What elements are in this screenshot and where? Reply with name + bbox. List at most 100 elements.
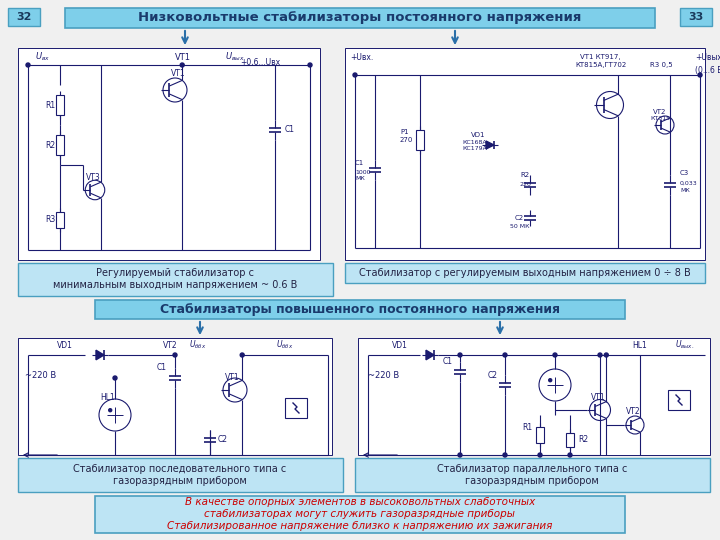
Text: P1: P1 <box>400 129 409 135</box>
Circle shape <box>549 379 552 382</box>
Bar <box>345 48 705 260</box>
Text: МК: МК <box>680 187 690 192</box>
Text: R3: R3 <box>45 215 55 225</box>
Bar <box>355 458 710 492</box>
Text: $U_{вх}$: $U_{вх}$ <box>35 51 50 63</box>
Text: VT3: VT3 <box>86 173 100 183</box>
Text: Стабилизатор последовательного типа с
газоразрядным прибором: Стабилизатор последовательного типа с га… <box>73 464 287 486</box>
Bar <box>8 8 40 26</box>
Bar <box>95 496 625 533</box>
Bar <box>536 427 544 443</box>
Polygon shape <box>426 350 434 360</box>
Text: +Uвых.: +Uвых. <box>695 52 720 62</box>
Text: 220: 220 <box>520 183 532 187</box>
Circle shape <box>26 63 30 67</box>
Text: VT2: VT2 <box>653 109 667 115</box>
Text: КТ815А,ГТ702: КТ815А,ГТ702 <box>575 62 626 68</box>
Text: 1000: 1000 <box>355 170 371 174</box>
Text: +0,6...Uвх: +0,6...Uвх <box>240 57 280 66</box>
Text: КС168А: КС168А <box>463 139 487 145</box>
Text: ~220 В: ~220 В <box>25 370 56 380</box>
Text: VT2: VT2 <box>626 408 640 416</box>
Text: КС179А: КС179А <box>462 146 487 152</box>
Bar <box>18 263 333 296</box>
Text: C1: C1 <box>157 363 167 373</box>
Bar <box>56 95 64 115</box>
Polygon shape <box>96 350 104 360</box>
Text: C2: C2 <box>515 215 524 221</box>
Circle shape <box>598 353 602 357</box>
Text: 0,033: 0,033 <box>680 180 698 186</box>
Bar <box>18 48 320 260</box>
Text: C1: C1 <box>355 160 364 166</box>
Text: (0...6 В): (0...6 В) <box>695 65 720 75</box>
Bar <box>18 338 332 455</box>
Text: $U_{вых}$: $U_{вых}$ <box>225 51 245 63</box>
Text: ~220 В: ~220 В <box>368 370 400 380</box>
Text: C2: C2 <box>488 370 498 380</box>
Circle shape <box>538 453 542 457</box>
Text: Стабилизатор с регулируемым выходным напряжением 0 ÷ 8 В: Стабилизатор с регулируемым выходным нап… <box>359 268 691 278</box>
Circle shape <box>173 353 177 357</box>
Circle shape <box>568 453 572 457</box>
Bar <box>680 8 712 26</box>
Circle shape <box>458 353 462 357</box>
Text: VT1: VT1 <box>225 373 239 381</box>
Bar <box>95 300 625 319</box>
Text: C3: C3 <box>680 170 689 176</box>
Text: VT2: VT2 <box>163 341 177 349</box>
Bar <box>18 458 343 492</box>
Bar <box>65 8 655 28</box>
Bar <box>358 338 710 455</box>
Text: Регулируемый стабилизатор с
минимальным выходным напряжением ~ 0.6 В: Регулируемый стабилизатор с минимальным … <box>53 268 297 290</box>
Text: В качестве опорных элементов в высоковольтных слаботочных
стабилизаторах могут с: В качестве опорных элементов в высоковол… <box>167 497 553 531</box>
Bar <box>56 135 64 155</box>
Polygon shape <box>486 141 494 149</box>
Text: R2: R2 <box>520 172 529 178</box>
Text: 50 МК: 50 МК <box>510 224 529 228</box>
Text: $U_{вых.}$: $U_{вых.}$ <box>675 339 695 351</box>
Circle shape <box>353 73 357 77</box>
Text: Низковольтные стабилизаторы постоянного напряжения: Низковольтные стабилизаторы постоянного … <box>138 11 582 24</box>
Circle shape <box>240 353 244 357</box>
Circle shape <box>308 63 312 67</box>
Text: C1: C1 <box>285 125 295 134</box>
Text: VT1 КТ917,: VT1 КТ917, <box>580 54 621 60</box>
Text: +Uвх.: +Uвх. <box>350 52 373 62</box>
Bar <box>345 263 705 283</box>
Text: C1: C1 <box>443 357 453 367</box>
Text: R2: R2 <box>45 140 55 150</box>
Text: VD1: VD1 <box>471 132 485 138</box>
Text: $U_{ббх}$: $U_{ббх}$ <box>276 339 294 351</box>
Text: 33: 33 <box>688 12 703 22</box>
Bar <box>285 398 307 418</box>
Text: R1: R1 <box>45 100 55 110</box>
Text: 32: 32 <box>17 12 32 22</box>
Text: R2: R2 <box>578 435 588 444</box>
Text: HL1: HL1 <box>633 341 647 349</box>
Circle shape <box>503 353 507 357</box>
Text: VT1: VT1 <box>171 70 185 78</box>
Text: VD1: VD1 <box>57 341 73 349</box>
Bar <box>56 212 64 228</box>
Text: МК: МК <box>355 177 365 181</box>
Text: КТ315: КТ315 <box>650 117 670 122</box>
Circle shape <box>604 353 608 357</box>
Circle shape <box>113 376 117 380</box>
Text: 270: 270 <box>400 137 413 143</box>
Circle shape <box>698 73 702 77</box>
Bar <box>668 390 690 410</box>
Circle shape <box>458 453 462 457</box>
Bar <box>566 433 574 447</box>
Text: Стабилизаторы повышенного постоянного напряжения: Стабилизаторы повышенного постоянного на… <box>160 302 560 315</box>
Text: VD1: VD1 <box>392 341 408 349</box>
Text: Стабилизатор параллельного типа с
газоразрядным прибором: Стабилизатор параллельного типа с газора… <box>437 464 627 486</box>
Text: VT1: VT1 <box>175 52 191 62</box>
Text: R3 0,5: R3 0,5 <box>650 62 672 68</box>
Circle shape <box>503 453 507 457</box>
Bar <box>416 130 424 150</box>
Circle shape <box>553 353 557 357</box>
Text: $U_{ббх}$: $U_{ббх}$ <box>189 339 207 351</box>
Circle shape <box>109 409 112 411</box>
Circle shape <box>180 63 184 67</box>
